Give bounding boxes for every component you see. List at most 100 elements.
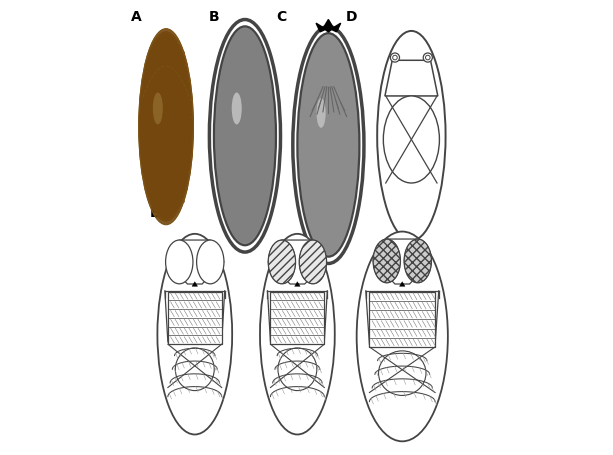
Ellipse shape	[221, 60, 262, 206]
Ellipse shape	[232, 103, 248, 157]
Ellipse shape	[314, 107, 334, 176]
Text: F: F	[239, 205, 248, 219]
Ellipse shape	[156, 94, 170, 144]
Ellipse shape	[316, 99, 326, 128]
Ellipse shape	[300, 46, 355, 244]
Ellipse shape	[312, 97, 337, 187]
Ellipse shape	[210, 20, 281, 253]
Ellipse shape	[315, 109, 333, 174]
Ellipse shape	[139, 32, 193, 222]
Ellipse shape	[322, 136, 326, 146]
Ellipse shape	[153, 84, 174, 157]
Ellipse shape	[216, 38, 272, 232]
Ellipse shape	[308, 83, 341, 202]
Polygon shape	[192, 282, 197, 287]
Ellipse shape	[373, 239, 400, 283]
Ellipse shape	[310, 90, 339, 194]
Ellipse shape	[393, 56, 397, 61]
Ellipse shape	[219, 49, 267, 219]
Ellipse shape	[404, 239, 432, 283]
Text: E: E	[150, 205, 159, 219]
Ellipse shape	[319, 124, 329, 158]
Ellipse shape	[236, 118, 243, 142]
Ellipse shape	[302, 52, 352, 236]
Ellipse shape	[304, 64, 348, 222]
Text: B: B	[208, 10, 219, 24]
Ellipse shape	[316, 114, 332, 168]
Ellipse shape	[223, 66, 260, 197]
Ellipse shape	[161, 111, 164, 122]
Ellipse shape	[303, 60, 350, 228]
Ellipse shape	[268, 241, 295, 284]
Ellipse shape	[158, 99, 169, 138]
Ellipse shape	[322, 134, 326, 148]
Ellipse shape	[357, 232, 448, 441]
Ellipse shape	[316, 111, 332, 171]
Polygon shape	[295, 282, 300, 287]
Ellipse shape	[278, 348, 317, 391]
Ellipse shape	[151, 76, 177, 166]
Ellipse shape	[299, 41, 357, 249]
Ellipse shape	[234, 108, 246, 152]
Ellipse shape	[318, 119, 330, 163]
Ellipse shape	[228, 87, 253, 174]
Ellipse shape	[238, 125, 241, 135]
Ellipse shape	[152, 79, 176, 163]
Ellipse shape	[423, 54, 432, 63]
Ellipse shape	[151, 74, 178, 169]
Ellipse shape	[147, 62, 182, 185]
Ellipse shape	[234, 111, 245, 149]
Ellipse shape	[313, 102, 335, 181]
Ellipse shape	[299, 39, 357, 252]
Ellipse shape	[229, 92, 251, 169]
Ellipse shape	[158, 101, 168, 135]
Ellipse shape	[158, 234, 232, 435]
Ellipse shape	[217, 40, 270, 229]
Ellipse shape	[148, 66, 180, 178]
Ellipse shape	[142, 42, 189, 210]
Ellipse shape	[222, 62, 262, 203]
Ellipse shape	[306, 71, 346, 215]
Ellipse shape	[216, 36, 272, 235]
Ellipse shape	[146, 57, 184, 191]
Ellipse shape	[390, 54, 400, 63]
Polygon shape	[370, 292, 435, 347]
Ellipse shape	[311, 92, 338, 192]
Ellipse shape	[260, 234, 335, 435]
Polygon shape	[373, 239, 432, 284]
Ellipse shape	[321, 131, 327, 151]
Ellipse shape	[320, 126, 328, 156]
Ellipse shape	[310, 88, 340, 197]
Ellipse shape	[162, 114, 163, 119]
Ellipse shape	[159, 106, 166, 128]
Ellipse shape	[302, 55, 351, 233]
Ellipse shape	[145, 54, 185, 194]
Ellipse shape	[150, 71, 178, 172]
Polygon shape	[400, 282, 405, 287]
Ellipse shape	[298, 36, 359, 254]
Ellipse shape	[309, 85, 341, 199]
Polygon shape	[166, 241, 224, 284]
Ellipse shape	[323, 139, 324, 143]
Ellipse shape	[154, 89, 172, 150]
Ellipse shape	[140, 37, 191, 216]
Ellipse shape	[214, 27, 276, 246]
Ellipse shape	[230, 94, 251, 167]
Ellipse shape	[231, 99, 249, 162]
Ellipse shape	[143, 49, 187, 200]
Ellipse shape	[166, 241, 193, 284]
Ellipse shape	[226, 78, 256, 185]
Polygon shape	[268, 241, 327, 284]
Ellipse shape	[319, 121, 329, 161]
Ellipse shape	[225, 76, 257, 187]
Ellipse shape	[142, 45, 189, 207]
Ellipse shape	[305, 66, 348, 220]
Ellipse shape	[218, 47, 268, 222]
Ellipse shape	[215, 30, 275, 243]
Ellipse shape	[297, 34, 359, 257]
Ellipse shape	[299, 241, 327, 284]
Ellipse shape	[383, 97, 440, 183]
Ellipse shape	[235, 113, 245, 147]
Ellipse shape	[197, 241, 224, 284]
Ellipse shape	[149, 69, 180, 175]
